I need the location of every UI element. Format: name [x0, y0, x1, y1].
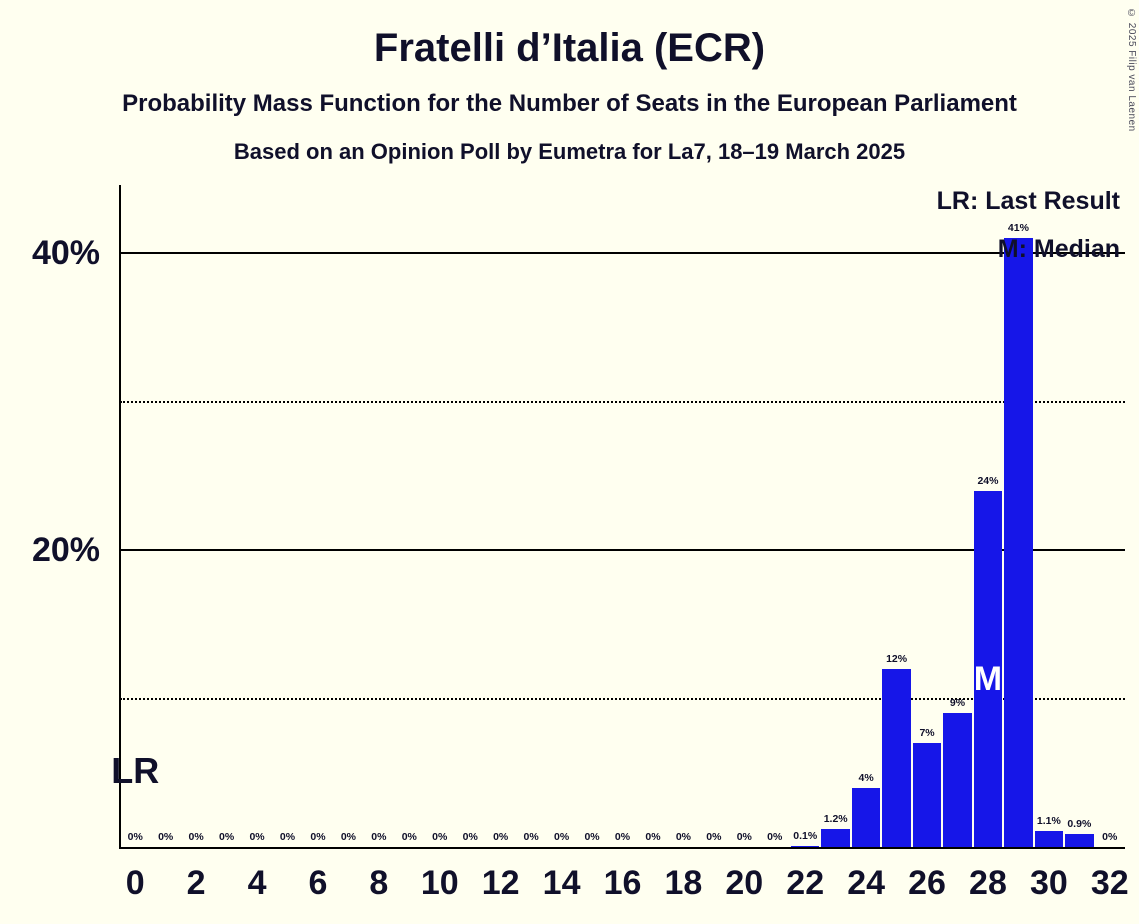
- bar-seat-23: [821, 829, 850, 847]
- bar-value-label-seat-29: 41%: [1007, 222, 1029, 235]
- bar-value-label-seat-23: 1.2%: [823, 813, 848, 826]
- bar-value-label-seat-8: 0%: [371, 831, 387, 843]
- x-tick-label-14: 14: [542, 864, 581, 902]
- bar-value-label-seat-11: 0%: [462, 831, 478, 843]
- median-marker: M: [973, 660, 1003, 698]
- gridline-10: [120, 697, 1125, 700]
- x-tick-label-22: 22: [786, 864, 825, 902]
- bar-seat-30: [1034, 830, 1064, 847]
- bar-value-label-seat-14: 0%: [553, 831, 570, 843]
- x-tick-label-28: 28: [969, 864, 1007, 902]
- bar-value-label-seat-20: 0%: [736, 831, 752, 843]
- bar-seat-25: [882, 668, 911, 847]
- x-tick-label-24: 24: [847, 864, 886, 902]
- x-axis: [119, 847, 1125, 849]
- x-tick-label-10: 10: [420, 864, 459, 902]
- bar-value-label-seat-7: 0%: [340, 831, 356, 843]
- bar-value-label-seat-28: 24%: [977, 474, 999, 487]
- bar-value-label-seat-17: 0%: [645, 831, 661, 843]
- bar-value-label-seat-3: 0%: [218, 831, 235, 843]
- gridline-40: [120, 252, 1125, 254]
- last-result-marker: LR: [111, 750, 160, 791]
- x-tick-label-20: 20: [725, 864, 764, 902]
- bar-value-label-seat-2: 0%: [188, 831, 204, 843]
- y-tick-label-40: 40%: [31, 234, 100, 272]
- gridline-20: [120, 549, 1125, 551]
- x-tick-label-4: 4: [247, 864, 267, 902]
- gridline-30: [120, 400, 1125, 403]
- x-tick-label-2: 2: [186, 864, 206, 902]
- bar-seat-31: [1065, 833, 1094, 847]
- bar-value-label-seat-13: 0%: [523, 831, 539, 843]
- y-axis: [119, 185, 121, 849]
- y-tick-label-20: 20%: [31, 531, 100, 569]
- bar-value-label-seat-25: 12%: [886, 652, 908, 665]
- bar-seat-29: [1004, 238, 1033, 847]
- bar-value-label-seat-10: 0%: [432, 831, 448, 843]
- bar-value-label-seat-15: 0%: [584, 831, 600, 843]
- x-tick-label-8: 8: [369, 864, 389, 902]
- x-tick-label-30: 30: [1029, 864, 1068, 902]
- bar-value-label-seat-26: 7%: [919, 727, 935, 740]
- legend-last-result: LR: Last Result: [936, 187, 1120, 215]
- bar-seat-24: [851, 787, 881, 847]
- x-tick-label-26: 26: [908, 864, 946, 902]
- x-tick-label-0: 0: [125, 864, 145, 902]
- bar-value-label-seat-0: 0%: [127, 831, 143, 843]
- bar-value-label-seat-19: 0%: [706, 831, 722, 843]
- bar-value-label-seat-31: 0.9%: [1067, 817, 1092, 830]
- bar-value-label-seat-24: 4%: [858, 771, 874, 784]
- bar-value-label-seat-4: 0%: [249, 831, 265, 843]
- bar-value-label-seat-5: 0%: [279, 831, 296, 843]
- chart-source-line: Based on an Opinion Poll by Eumetra for …: [233, 139, 906, 164]
- chart-title: Fratelli d’Italia (ECR): [373, 26, 766, 70]
- bar-value-label-seat-1: 0%: [158, 831, 174, 843]
- bar-value-label-seat-22: 0.1%: [793, 829, 818, 842]
- legend-median: M: Median: [997, 235, 1120, 263]
- x-tick-label-32: 32: [1090, 864, 1129, 902]
- bar-value-label-seat-32: 0%: [1102, 831, 1118, 843]
- chart-subtitle: Probability Mass Function for the Number…: [122, 90, 1017, 117]
- bar-seat-27: [943, 713, 972, 847]
- bar-value-label-seat-27: 9%: [949, 697, 966, 710]
- x-tick-label-6: 6: [308, 864, 328, 902]
- bar-value-label-seat-21: 0%: [767, 831, 783, 843]
- bar-seat-26: [912, 743, 942, 847]
- bar-value-label-seat-30: 1.1%: [1036, 814, 1061, 827]
- x-tick-label-18: 18: [664, 864, 703, 902]
- bar-value-label-seat-12: 0%: [493, 831, 509, 843]
- bar-seat-22: [791, 845, 820, 847]
- bar-value-label-seat-6: 0%: [310, 831, 326, 843]
- copyright-note: © 2025 Filip van Laenen: [1126, 8, 1137, 132]
- bar-value-label-seat-18: 0%: [675, 831, 691, 843]
- x-tick-label-12: 12: [481, 864, 520, 902]
- bar-seat-28: [973, 490, 1003, 847]
- bar-value-label-seat-16: 0%: [614, 831, 631, 843]
- bar-value-label-seat-9: 0%: [401, 831, 417, 843]
- x-tick-label-16: 16: [603, 864, 642, 902]
